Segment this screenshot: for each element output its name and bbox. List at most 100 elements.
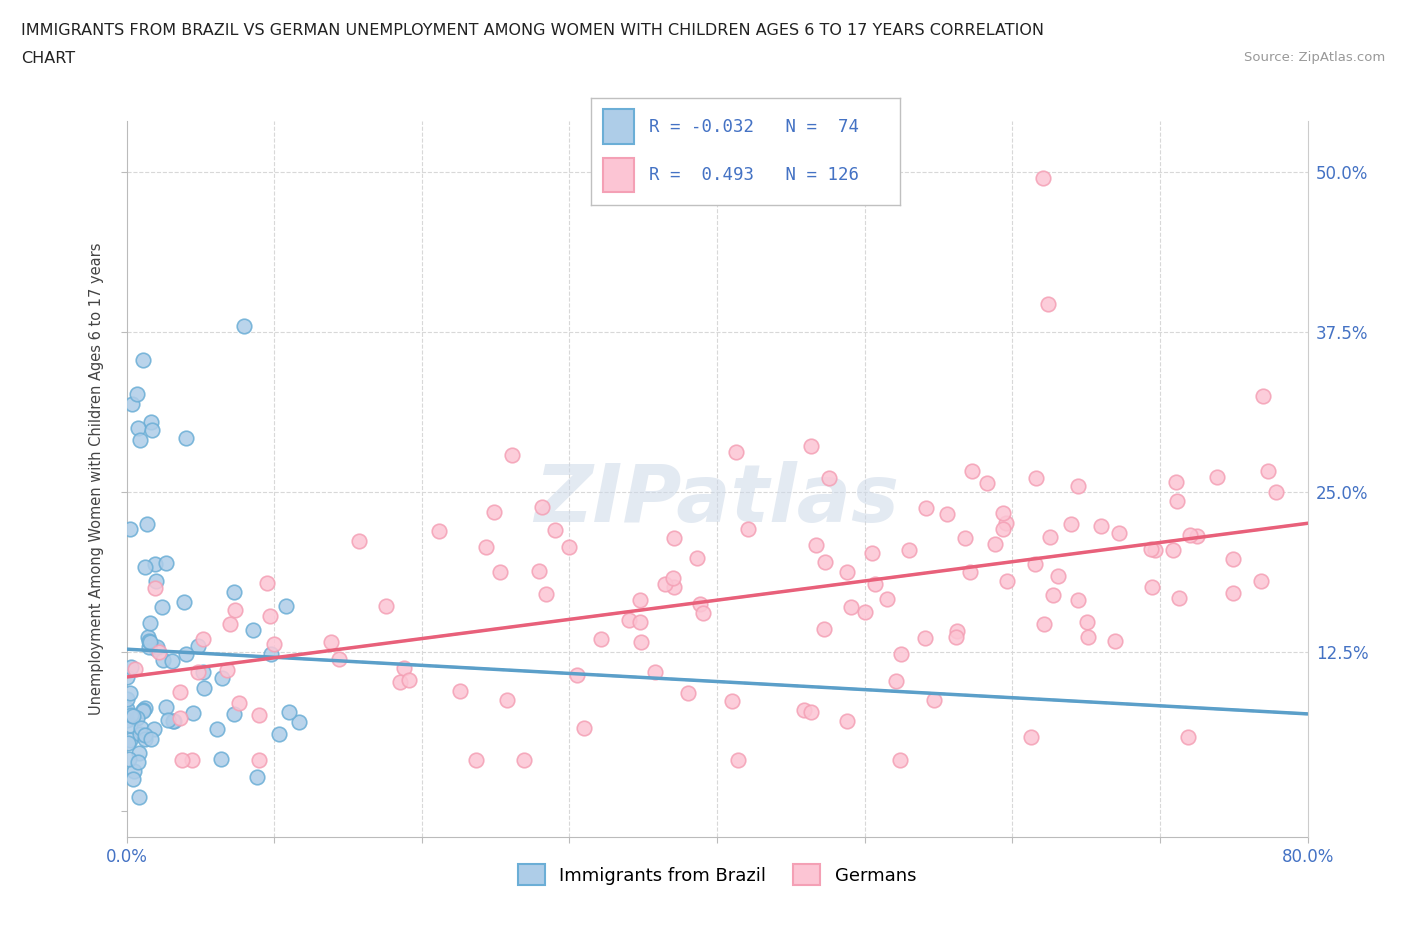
Point — [141, 422, 163, 437]
Point — [946, 623, 969, 638]
Point — [170, 753, 193, 768]
Bar — [603, 110, 634, 143]
Point — [889, 753, 911, 768]
Point — [145, 642, 167, 657]
Point — [398, 672, 420, 687]
Point — [124, 662, 146, 677]
Point — [1205, 470, 1227, 485]
Point — [118, 521, 141, 536]
Point — [138, 616, 160, 631]
Point — [572, 721, 595, 736]
Point — [1024, 557, 1046, 572]
Text: ZIPatlas: ZIPatlas — [534, 461, 900, 539]
Point — [247, 708, 270, 723]
Point — [727, 753, 749, 768]
Point — [1250, 574, 1272, 589]
Point — [630, 634, 652, 649]
Bar — [603, 157, 634, 192]
Point — [984, 537, 1007, 551]
Point — [884, 674, 907, 689]
Point — [501, 448, 523, 463]
Point — [628, 615, 651, 630]
Point — [128, 790, 150, 805]
Point — [994, 515, 1017, 530]
Point — [122, 764, 145, 778]
Point — [922, 692, 945, 707]
Point — [121, 772, 143, 787]
Point — [260, 646, 283, 661]
Point — [527, 564, 550, 578]
Point — [662, 570, 685, 585]
Point — [1025, 471, 1047, 485]
Point — [127, 755, 149, 770]
Point — [134, 560, 156, 575]
Point — [131, 721, 153, 736]
Point — [1033, 617, 1056, 631]
Point — [288, 714, 311, 729]
Text: R = -0.032   N =  74: R = -0.032 N = 74 — [650, 117, 859, 136]
Point — [1076, 615, 1098, 630]
Point — [806, 538, 828, 552]
Point — [143, 722, 166, 737]
Point — [191, 665, 214, 680]
Point — [628, 592, 651, 607]
Point — [1143, 542, 1166, 557]
Point — [692, 605, 714, 620]
Point — [246, 770, 269, 785]
Point — [1039, 529, 1062, 544]
Point — [890, 646, 912, 661]
Point — [1032, 171, 1054, 186]
Point — [813, 621, 835, 636]
Point — [935, 507, 957, 522]
Point — [222, 707, 245, 722]
Point — [115, 712, 138, 727]
Point — [218, 617, 240, 631]
Point — [127, 386, 149, 401]
Point — [449, 684, 471, 698]
Point — [976, 475, 998, 490]
Point — [321, 635, 343, 650]
Point — [180, 753, 202, 768]
Point — [662, 531, 685, 546]
Point — [242, 622, 264, 637]
Point — [959, 565, 981, 579]
Point — [118, 717, 141, 732]
Point — [174, 431, 197, 445]
Point — [1077, 630, 1099, 644]
Point — [155, 555, 177, 570]
Point — [1066, 593, 1088, 608]
Point — [389, 674, 412, 689]
Point — [991, 522, 1014, 537]
Point — [209, 751, 232, 766]
Point — [724, 445, 747, 459]
Point — [138, 633, 160, 648]
Point — [215, 662, 238, 677]
Point — [1178, 527, 1201, 542]
Point — [544, 523, 567, 538]
Point — [181, 706, 204, 721]
Point — [205, 722, 228, 737]
Point — [156, 712, 179, 727]
Point — [143, 581, 166, 596]
Point — [169, 684, 191, 699]
Point — [1036, 297, 1059, 312]
Point — [155, 699, 177, 714]
Point — [187, 639, 209, 654]
Point — [1090, 519, 1112, 534]
Point — [1257, 463, 1279, 478]
Point — [132, 702, 155, 717]
Point — [1042, 588, 1064, 603]
Point — [995, 574, 1018, 589]
Point — [664, 579, 686, 594]
Point — [960, 463, 983, 478]
Point — [127, 420, 149, 435]
Point — [138, 640, 160, 655]
Point — [1222, 585, 1244, 600]
Point — [495, 693, 517, 708]
Point — [131, 703, 153, 718]
Point — [233, 319, 256, 334]
Y-axis label: Unemployment Among Women with Children Ages 6 to 17 years: Unemployment Among Women with Children A… — [90, 243, 104, 715]
Point — [160, 654, 183, 669]
Point — [115, 692, 138, 707]
Point — [134, 732, 156, 747]
